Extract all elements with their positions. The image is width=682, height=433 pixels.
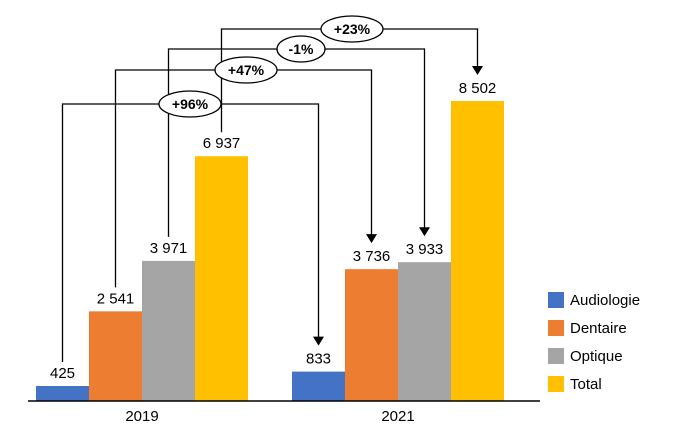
arrow-down-icon xyxy=(313,336,324,346)
change-badge-label-optique: -1% xyxy=(289,41,314,57)
bar-dentaire-2021 xyxy=(345,269,398,401)
legend-swatch-dentaire xyxy=(548,320,564,336)
value-label-dentaire-2021: 3 736 xyxy=(353,248,391,265)
legend-label-optique: Optique xyxy=(570,348,623,365)
arrow-down-icon xyxy=(472,66,483,75)
x-axis-tick-label-2019: 2019 xyxy=(125,408,158,425)
bar-audiologie-2019 xyxy=(36,386,89,401)
legend-swatch-audiologie xyxy=(548,292,564,308)
change-badge-dentaire xyxy=(214,56,278,84)
bar-total-2021 xyxy=(451,101,504,401)
value-label-optique-2019: 3 971 xyxy=(150,240,188,257)
x-axis-tick-label-2021: 2021 xyxy=(381,408,414,425)
bar-dentaire-2019 xyxy=(89,311,142,401)
change-badge-label-audiologie: +96% xyxy=(172,96,209,112)
legend-label-dentaire: Dentaire xyxy=(570,320,627,337)
arrow-down-icon xyxy=(366,234,377,244)
value-label-audiologie-2019: 425 xyxy=(50,365,75,382)
change-badge-optique xyxy=(276,35,326,63)
bar-total-2019 xyxy=(195,156,248,401)
bar-optique-2019 xyxy=(142,260,195,401)
value-label-total-2019: 6 937 xyxy=(203,135,241,152)
legend-swatch-total xyxy=(548,376,564,392)
value-label-dentaire-2019: 2 541 xyxy=(97,290,135,307)
legend-label-total: Total xyxy=(570,376,602,393)
change-badge-total xyxy=(320,15,384,43)
change-badge-audiologie xyxy=(158,90,222,118)
value-label-optique-2021: 3 933 xyxy=(406,241,444,258)
value-label-total-2021: 8 502 xyxy=(459,80,497,97)
value-label-audiologie-2021: 833 xyxy=(306,351,331,368)
legend-label-audiologie: Audiologie xyxy=(570,292,640,309)
change-badge-label-dentaire: +47% xyxy=(228,62,265,78)
bar-audiologie-2021 xyxy=(292,371,345,401)
change-badge-label-total: +23% xyxy=(334,21,371,37)
legend-swatch-optique xyxy=(548,348,564,364)
bar-optique-2021 xyxy=(398,262,451,401)
arrow-down-icon xyxy=(419,227,430,237)
